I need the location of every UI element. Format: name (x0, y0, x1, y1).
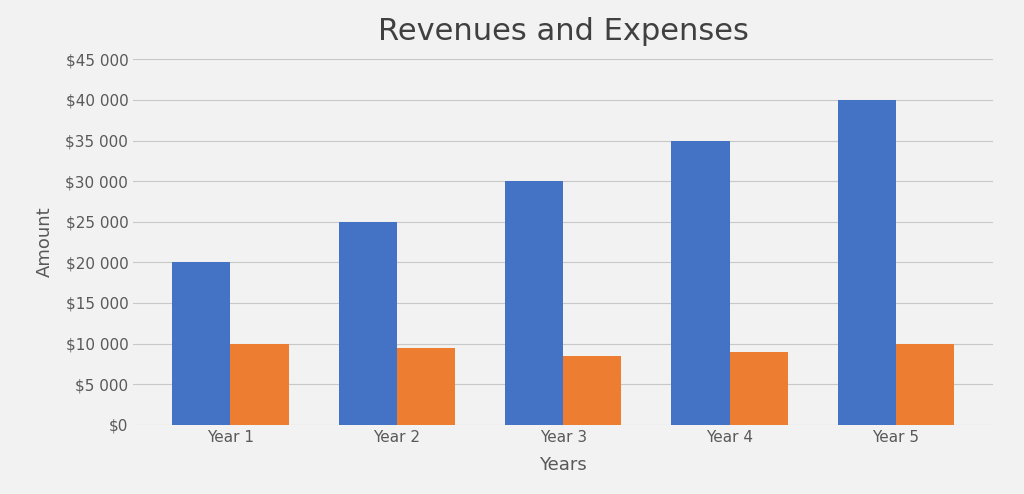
Bar (896, 344, 954, 425)
Bar (563, 356, 622, 425)
Bar (672, 140, 729, 425)
Bar (339, 222, 397, 425)
Bar (172, 262, 230, 425)
Bar (505, 181, 563, 425)
Title: Revenues and Expenses: Revenues and Expenses (378, 17, 749, 46)
Y-axis label: Amount: Amount (36, 207, 54, 277)
Bar (838, 100, 896, 425)
X-axis label: Years: Years (540, 456, 587, 474)
Bar (230, 344, 289, 425)
Bar (397, 348, 455, 425)
Bar (729, 352, 787, 425)
